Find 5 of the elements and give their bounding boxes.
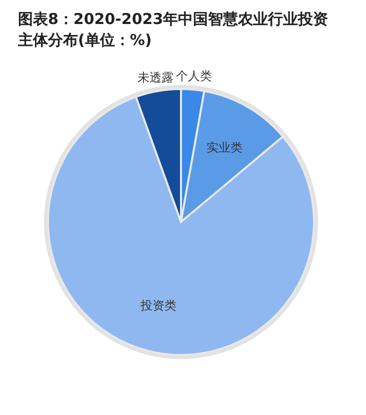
slice-label: 投资类 [139, 298, 176, 313]
slice-label: 实业类 [206, 140, 242, 154]
slice-label: 未透露 [138, 70, 174, 84]
slice-label: 个人类 [176, 68, 212, 83]
chart-title: 图表8：2020-2023年中国智慧农业行业投资主体分布(单位：%) [17, 10, 328, 49]
